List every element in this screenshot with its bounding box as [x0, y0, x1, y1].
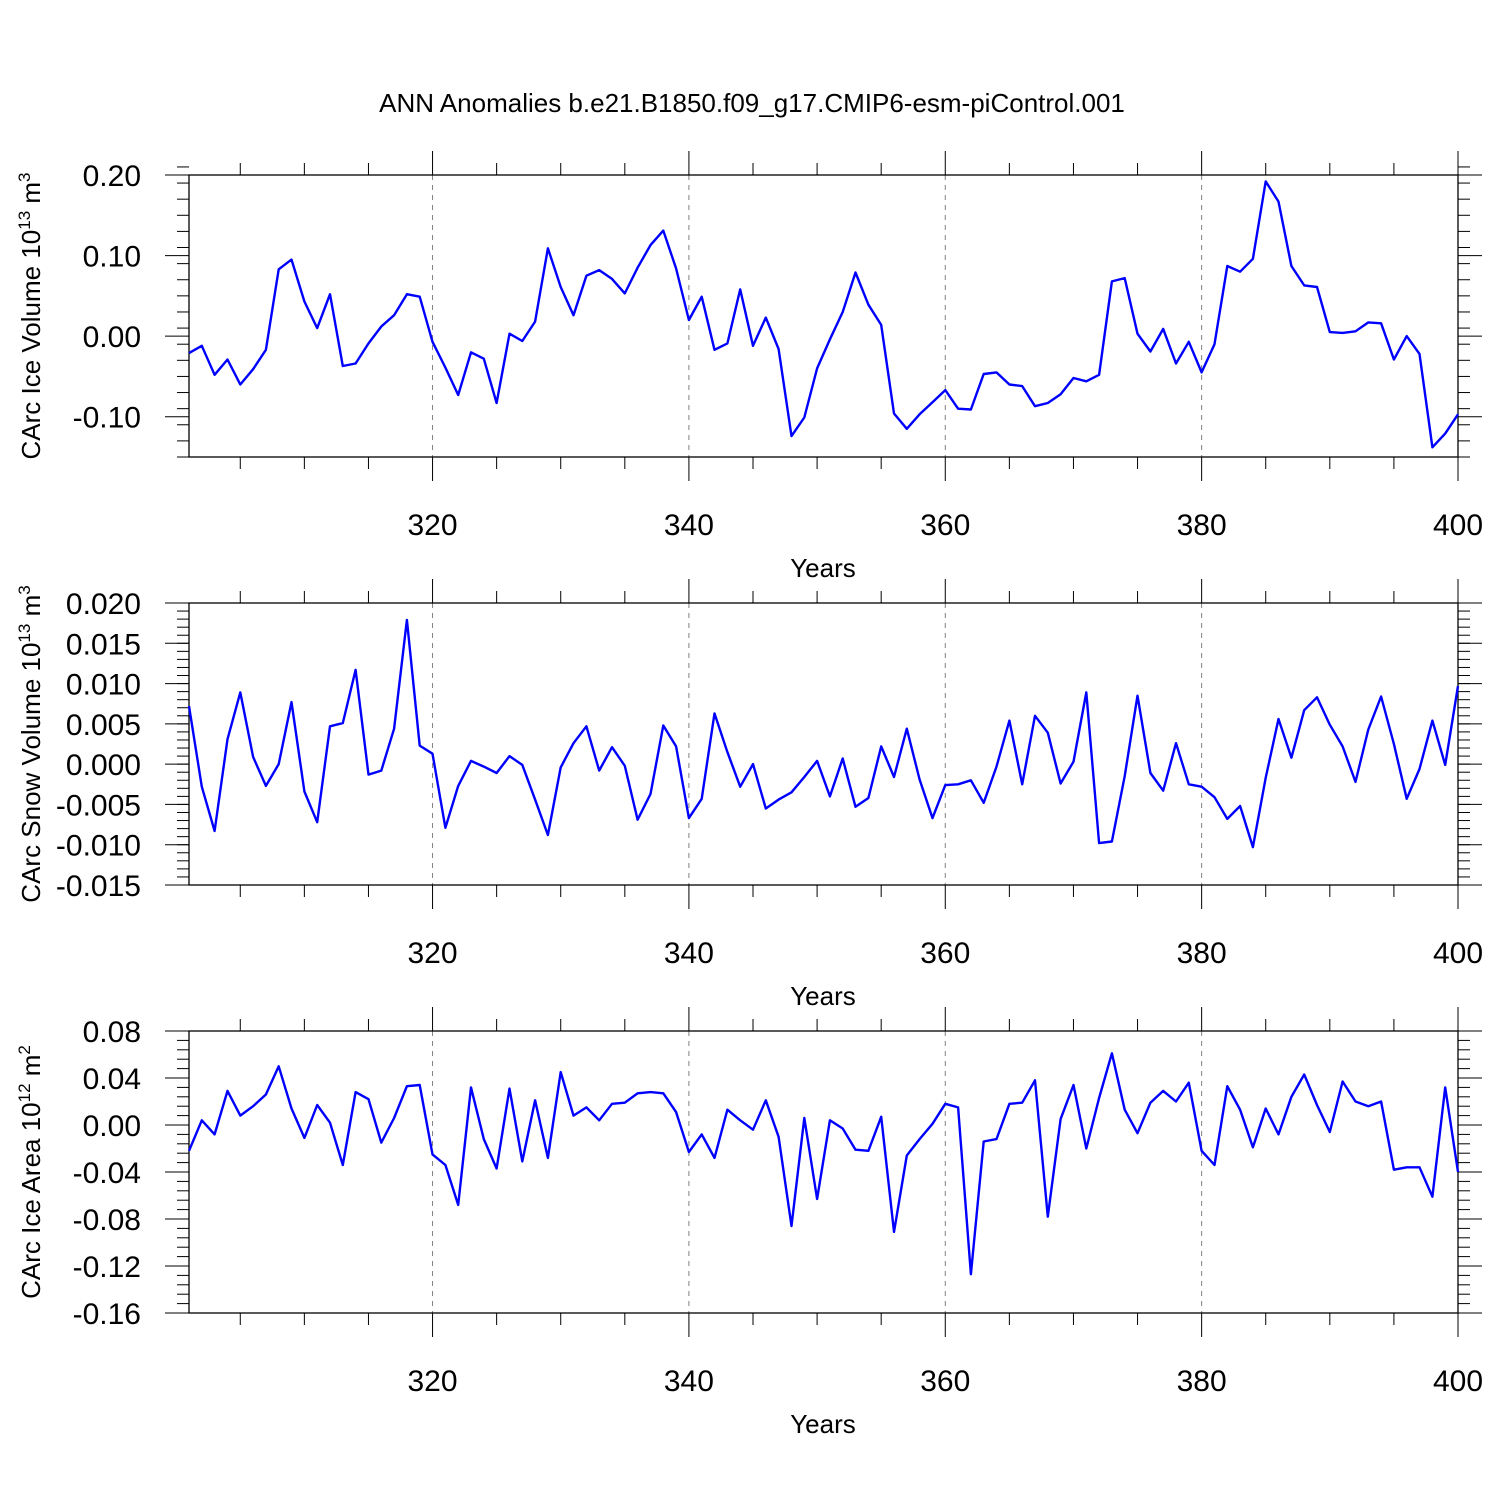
x-axis-title: Years — [790, 1409, 856, 1439]
y-tick-label: 0.10 — [83, 241, 141, 274]
y-tick-label: 0.08 — [83, 1016, 141, 1049]
y-tick-label: 0.20 — [83, 160, 141, 193]
y-tick-label: -0.015 — [56, 870, 141, 903]
y-tick-label: -0.08 — [73, 1204, 141, 1237]
x-tick-label: 400 — [1433, 1365, 1483, 1398]
y-tick-label: -0.16 — [73, 1298, 141, 1331]
panel-3: -0.16 -0.12 -0.08 -0.04 0.00 0.04 0.08 320 340 36… — [15, 1007, 1483, 1439]
y-tick-label: -0.005 — [56, 789, 141, 822]
y-tick-label: -0.04 — [73, 1157, 141, 1190]
plot-frame — [188, 602, 1459, 886]
series-line — [188, 180, 1460, 449]
y-axis-title: CArc Snow Volume 1013 m3 — [15, 585, 46, 902]
x-tick-label: 380 — [1177, 509, 1227, 542]
panel-2: -0.015 -0.010 -0.005 0.000 0.005 0.010 0.015 0.… — [15, 579, 1483, 1011]
plot-frame — [188, 1030, 1459, 1314]
x-tick-label: 380 — [1177, 1365, 1227, 1398]
x-tick-label: 340 — [664, 1365, 714, 1398]
x-tick-label: 320 — [408, 937, 458, 970]
y-tick-label: -0.010 — [56, 830, 141, 863]
x-tick-label: 340 — [664, 509, 714, 542]
x-tick-label: 340 — [664, 937, 714, 970]
y-tick-label: -0.12 — [73, 1251, 141, 1284]
x-tick-label: 360 — [920, 1365, 970, 1398]
y-tick-label: 0.00 — [83, 1110, 141, 1143]
y-axis-title: CArc Ice Area 1012 m2 — [15, 1045, 46, 1299]
x-tick-label: 320 — [408, 509, 458, 542]
y-tick-label: -0.10 — [73, 402, 141, 435]
plot-frame — [188, 174, 1459, 458]
series-line — [187, 1052, 1460, 1276]
y-axis-title: CArc Ice Volume 1013 m3 — [15, 172, 46, 459]
panels: -0.10 0.00 0.10 0.20 320 340 360 380 400 Years CAr… — [15, 151, 1483, 1439]
y-tick-label: 0.00 — [83, 321, 141, 354]
y-tick-label: 0.015 — [66, 628, 141, 661]
y-tick-label: 0.020 — [66, 588, 141, 621]
x-tick-label: 320 — [408, 1365, 458, 1398]
x-tick-label: 360 — [920, 937, 970, 970]
y-tick-label: 0.000 — [66, 749, 141, 782]
x-tick-label: 360 — [920, 509, 970, 542]
series-line — [187, 618, 1460, 849]
chart-title: ANN Anomalies b.e21.B1850.f09_g17.CMIP6-… — [379, 88, 1125, 118]
x-axis-title: Years — [790, 553, 856, 583]
y-tick-label: 0.010 — [66, 669, 141, 702]
x-tick-label: 400 — [1433, 937, 1483, 970]
y-tick-label: 0.005 — [66, 709, 141, 742]
x-axis-title: Years — [790, 981, 856, 1011]
y-tick-label: 0.04 — [83, 1063, 141, 1096]
x-tick-label: 400 — [1433, 509, 1483, 542]
panel-1: -0.10 0.00 0.10 0.20 320 340 360 380 400 Years CAr… — [15, 151, 1483, 583]
x-tick-label: 380 — [1177, 937, 1227, 970]
